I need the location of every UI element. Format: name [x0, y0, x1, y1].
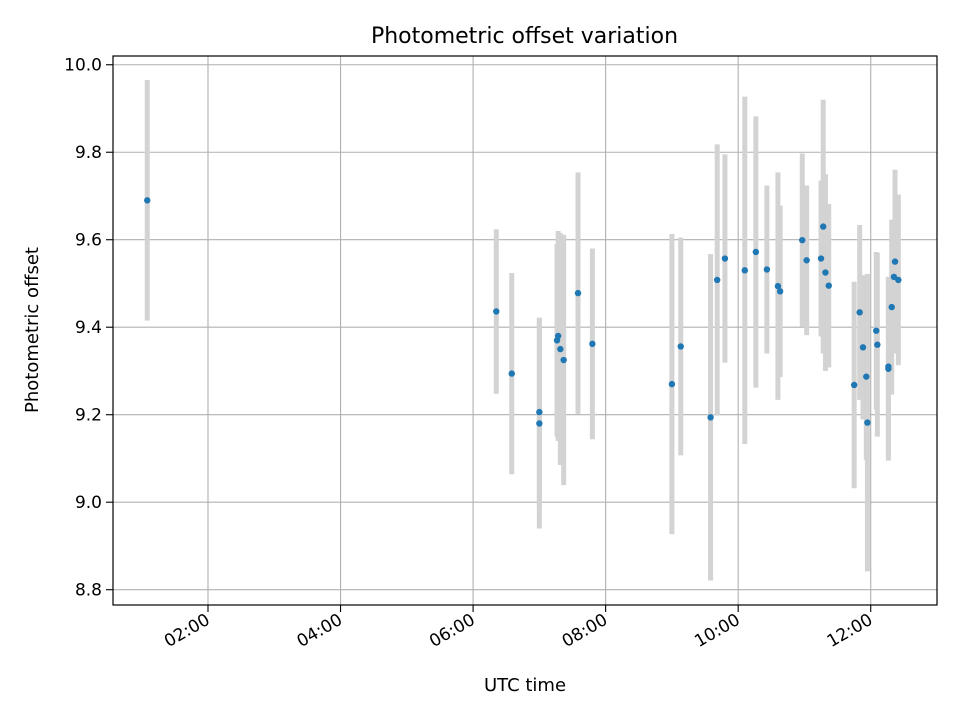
data-point	[713, 276, 721, 284]
data-point	[508, 370, 515, 377]
data-point	[574, 289, 582, 297]
y-tick-label: 10.0	[64, 56, 102, 76]
data-point	[774, 282, 782, 290]
data-point	[560, 356, 567, 364]
data-point	[721, 255, 729, 262]
plot-area-frame	[112, 55, 938, 606]
y-tick-label: 9.4	[75, 318, 102, 338]
data-point	[589, 340, 596, 348]
data-point	[817, 255, 825, 262]
data-point	[554, 332, 562, 340]
chart-title: Photometric offset variation	[371, 24, 678, 49]
y-axis-label: Photometric offset	[22, 247, 43, 413]
data-point	[820, 223, 827, 230]
data-point	[803, 257, 810, 264]
data-point	[741, 267, 749, 274]
y-tick-label: 8.8	[75, 581, 102, 601]
x-axis-label: UTC time	[484, 675, 566, 696]
data-point	[825, 282, 832, 289]
y-tick-label: 9.6	[75, 231, 102, 251]
data-point	[874, 341, 881, 348]
y-tick-label: 9.2	[75, 406, 102, 426]
data-points	[144, 197, 902, 427]
y-tick-label: 9.0	[75, 493, 102, 513]
data-point	[859, 344, 867, 351]
data-point	[668, 380, 676, 388]
data-point	[856, 309, 863, 316]
data-point	[863, 373, 870, 380]
y-tick-label: 9.8	[75, 143, 102, 163]
data-point	[752, 248, 760, 256]
data-point	[493, 308, 500, 315]
data-point	[799, 236, 806, 244]
data-point	[888, 303, 895, 311]
data-point	[864, 419, 871, 426]
y-axis-ticks: 8.8 9.0 9.2 9.4 9.6 9.8 10.0	[64, 56, 113, 601]
data-point	[895, 276, 902, 284]
data-point	[536, 408, 543, 416]
data-point	[873, 327, 880, 334]
data-point	[891, 258, 899, 265]
data-point	[144, 197, 151, 204]
data-point	[557, 345, 564, 353]
grid-lines	[113, 56, 937, 605]
data-point	[763, 266, 771, 273]
data-point	[850, 381, 858, 389]
data-point	[822, 269, 829, 276]
data-point	[536, 420, 543, 427]
data-point	[885, 365, 892, 372]
data-point	[677, 343, 684, 350]
data-point	[707, 414, 714, 421]
data-point	[776, 288, 784, 295]
